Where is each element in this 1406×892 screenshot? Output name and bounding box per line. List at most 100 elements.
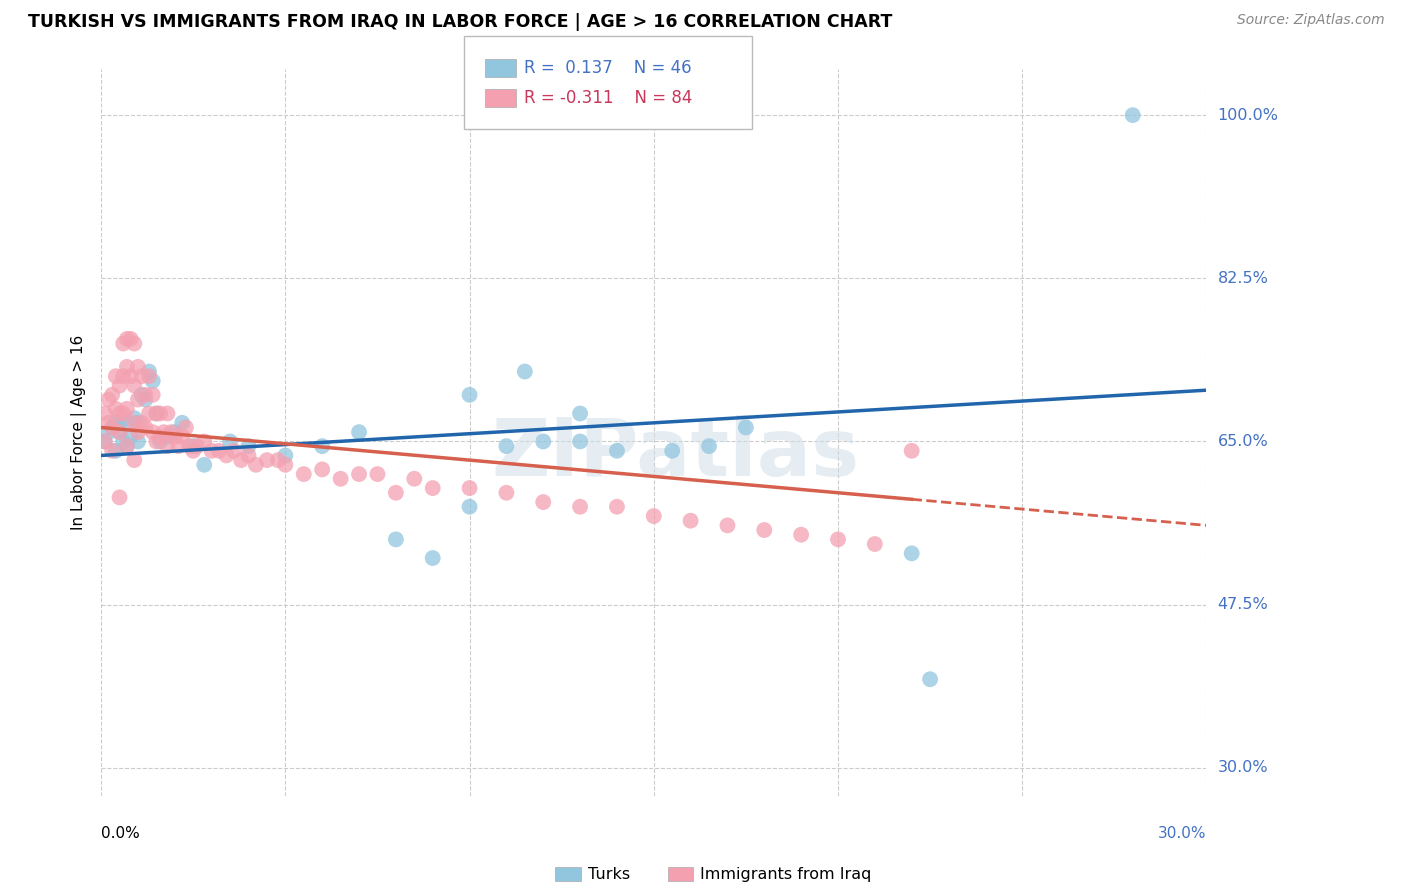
Point: [104, 416, 127, 430]
Point: [112, 369, 135, 384]
Point: [163, 425, 186, 439]
Point: [643, 509, 665, 524]
Point: [231, 453, 253, 467]
Point: [120, 369, 142, 384]
Text: 0.0%: 0.0%: [101, 826, 139, 841]
Text: 30.0%: 30.0%: [1218, 760, 1268, 775]
Text: 65.0%: 65.0%: [1218, 434, 1268, 449]
Point: [124, 453, 146, 467]
Point: [900, 443, 922, 458]
Point: [124, 378, 146, 392]
Point: [219, 434, 242, 449]
Point: [495, 485, 517, 500]
Point: [145, 407, 167, 421]
Point: [131, 388, 153, 402]
Point: [115, 401, 138, 416]
Point: [716, 518, 738, 533]
Point: [163, 430, 186, 444]
Point: [160, 425, 183, 439]
Point: [569, 407, 592, 421]
Point: [115, 416, 138, 430]
Text: R =  0.137    N = 46: R = 0.137 N = 46: [524, 59, 692, 77]
Point: [167, 439, 190, 453]
Point: [754, 523, 776, 537]
Point: [458, 388, 481, 402]
Point: [149, 407, 172, 421]
Point: [238, 439, 260, 453]
Text: TURKISH VS IMMIGRANTS FROM IRAQ IN LABOR FORCE | AGE > 16 CORRELATION CHART: TURKISH VS IMMIGRANTS FROM IRAQ IN LABOR…: [28, 13, 893, 31]
Point: [458, 481, 481, 495]
Point: [274, 458, 297, 472]
Text: 47.5%: 47.5%: [1218, 597, 1268, 612]
Point: [97, 416, 120, 430]
Point: [156, 407, 179, 421]
Point: [97, 392, 120, 407]
Point: [181, 443, 204, 458]
Point: [156, 430, 179, 444]
Point: [112, 336, 135, 351]
Point: [138, 365, 160, 379]
Point: [108, 425, 131, 439]
Point: [186, 439, 208, 453]
Point: [606, 443, 628, 458]
Point: [104, 369, 127, 384]
Point: [863, 537, 886, 551]
Point: [347, 467, 370, 482]
Point: [385, 485, 408, 500]
Point: [127, 425, 149, 439]
Text: Turks: Turks: [588, 867, 630, 881]
Point: [172, 416, 194, 430]
Point: [112, 407, 135, 421]
Point: [149, 430, 172, 444]
Point: [201, 443, 224, 458]
Point: [222, 443, 245, 458]
Point: [292, 467, 315, 482]
Point: [156, 439, 179, 453]
Point: [127, 434, 149, 449]
Point: [145, 407, 167, 421]
Point: [404, 472, 426, 486]
Point: [458, 500, 481, 514]
Point: [245, 458, 267, 472]
Point: [422, 551, 444, 566]
Point: [513, 365, 536, 379]
Point: [172, 430, 194, 444]
Y-axis label: In Labor Force | Age > 16: In Labor Force | Age > 16: [72, 334, 87, 530]
Text: 30.0%: 30.0%: [1159, 826, 1206, 841]
Point: [108, 378, 131, 392]
Point: [606, 500, 628, 514]
Point: [311, 462, 333, 476]
Point: [120, 332, 142, 346]
Text: Immigrants from Iraq: Immigrants from Iraq: [700, 867, 872, 881]
Point: [208, 443, 231, 458]
Point: [101, 420, 124, 434]
Text: 82.5%: 82.5%: [1218, 271, 1268, 285]
Point: [127, 392, 149, 407]
Point: [827, 533, 849, 547]
Point: [238, 449, 260, 463]
Point: [569, 434, 592, 449]
Point: [104, 443, 127, 458]
Point: [120, 430, 142, 444]
Point: [152, 425, 174, 439]
Point: [215, 449, 238, 463]
Text: ZIPatlas: ZIPatlas: [492, 415, 860, 493]
Point: [138, 369, 160, 384]
Point: [347, 425, 370, 439]
Point: [661, 443, 683, 458]
Point: [697, 439, 720, 453]
Point: [101, 420, 124, 434]
Point: [179, 439, 201, 453]
Point: [108, 425, 131, 439]
Point: [134, 420, 156, 434]
Point: [134, 392, 156, 407]
Point: [127, 359, 149, 374]
Point: [131, 416, 153, 430]
Point: [142, 425, 165, 439]
Point: [329, 472, 352, 486]
Point: [274, 449, 297, 463]
Point: [569, 500, 592, 514]
Point: [531, 434, 554, 449]
Point: [734, 420, 756, 434]
Point: [115, 439, 138, 453]
